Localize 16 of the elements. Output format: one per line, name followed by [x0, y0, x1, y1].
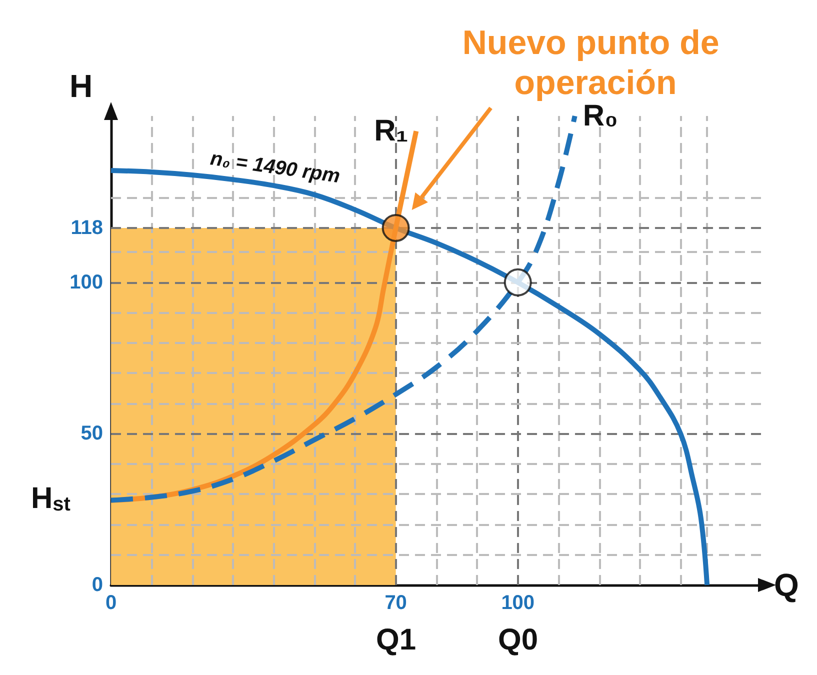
y-tick-label: 50: [80, 422, 103, 445]
text: Nuevo punto de operación: [462, 24, 720, 102]
series-label: R₁: [374, 114, 408, 148]
x-tick-label: 100: [501, 592, 535, 614]
x-axis-title: Q: [774, 567, 799, 603]
x-tick-label: 70: [384, 592, 407, 614]
y-tick-label: 118: [70, 216, 103, 239]
annotation: Hst: [31, 482, 71, 516]
text: Q0: [498, 624, 538, 656]
text: n₀ = 1490 rpm: [208, 148, 342, 188]
text: Q1: [376, 624, 416, 656]
y-tick-label: 0: [92, 574, 103, 596]
series-label: R₀: [582, 100, 618, 132]
x-tick-label: 0: [105, 592, 117, 614]
y-tick-label: 100: [70, 271, 103, 294]
y-axis-title: H: [69, 68, 93, 104]
